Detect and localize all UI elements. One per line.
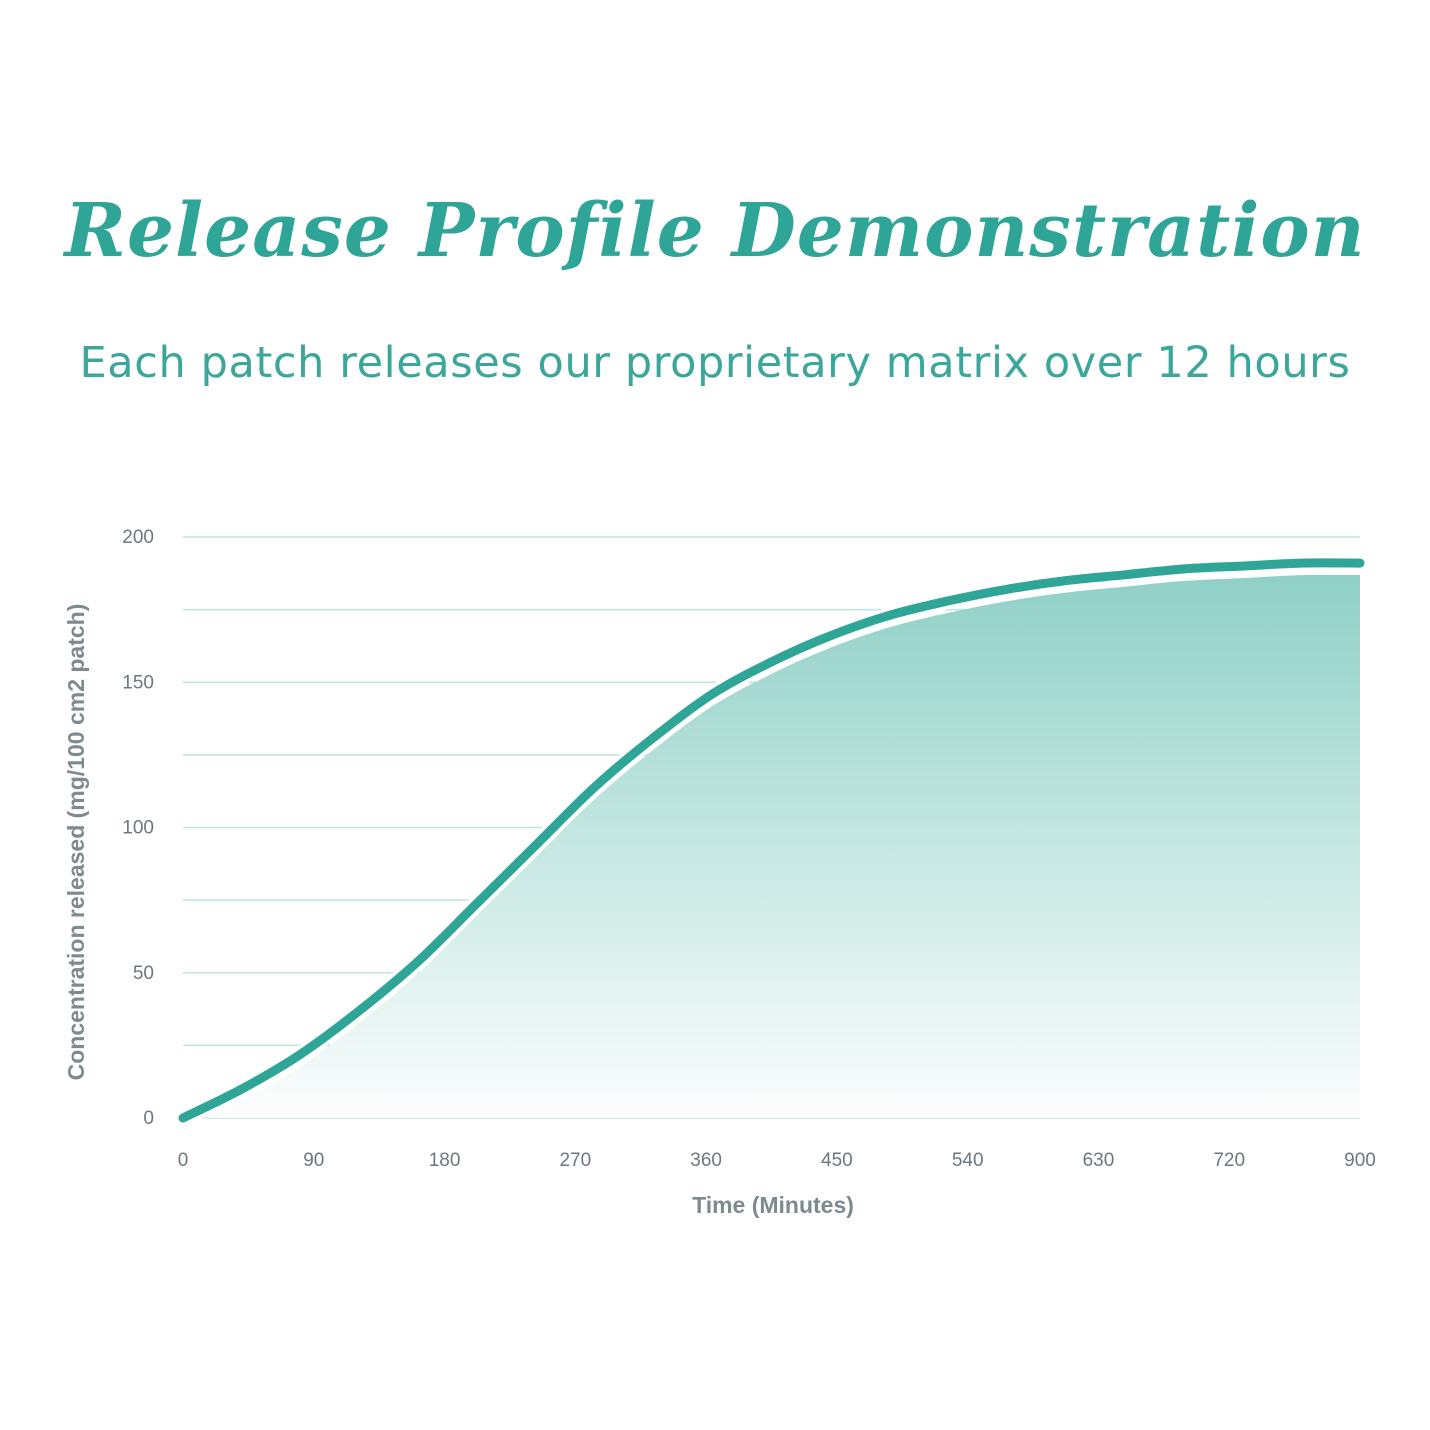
x-tick-label: 900 — [1344, 1150, 1376, 1171]
x-tick-label: 630 — [1083, 1150, 1115, 1171]
x-tick-label: 90 — [303, 1150, 324, 1171]
x-tick-label: 720 — [1213, 1150, 1245, 1171]
y-tick-label: 50 — [133, 963, 154, 984]
y-axis-title: Concentration released (mg/100 cm2 patch… — [63, 604, 89, 1081]
x-tick-labels: 0 90 180 270 360 450 540 630 720 900 — [178, 1150, 1376, 1171]
series-line — [178, 558, 1365, 1123]
chart-subtitle: Each patch releases our proprietary matr… — [79, 338, 1351, 388]
area-fill — [183, 574, 1360, 1130]
x-tick-label: 540 — [952, 1150, 984, 1171]
y-tick-labels: 0 50 100 150 200 — [122, 527, 154, 1129]
x-tick-label: 450 — [821, 1150, 853, 1171]
x-tick-label: 180 — [429, 1150, 461, 1171]
y-tick-label: 150 — [122, 672, 154, 693]
x-tick-label: 360 — [690, 1150, 722, 1171]
x-axis-title: Time (Minutes) — [692, 1192, 854, 1218]
x-tick-label: 270 — [559, 1150, 591, 1171]
y-tick-label: 200 — [122, 527, 154, 548]
chart-title: Release Profile Demonstration — [64, 188, 1366, 274]
y-tick-label: 0 — [143, 1108, 154, 1129]
x-tick-label: 0 — [178, 1150, 189, 1171]
y-tick-label: 100 — [122, 818, 154, 839]
